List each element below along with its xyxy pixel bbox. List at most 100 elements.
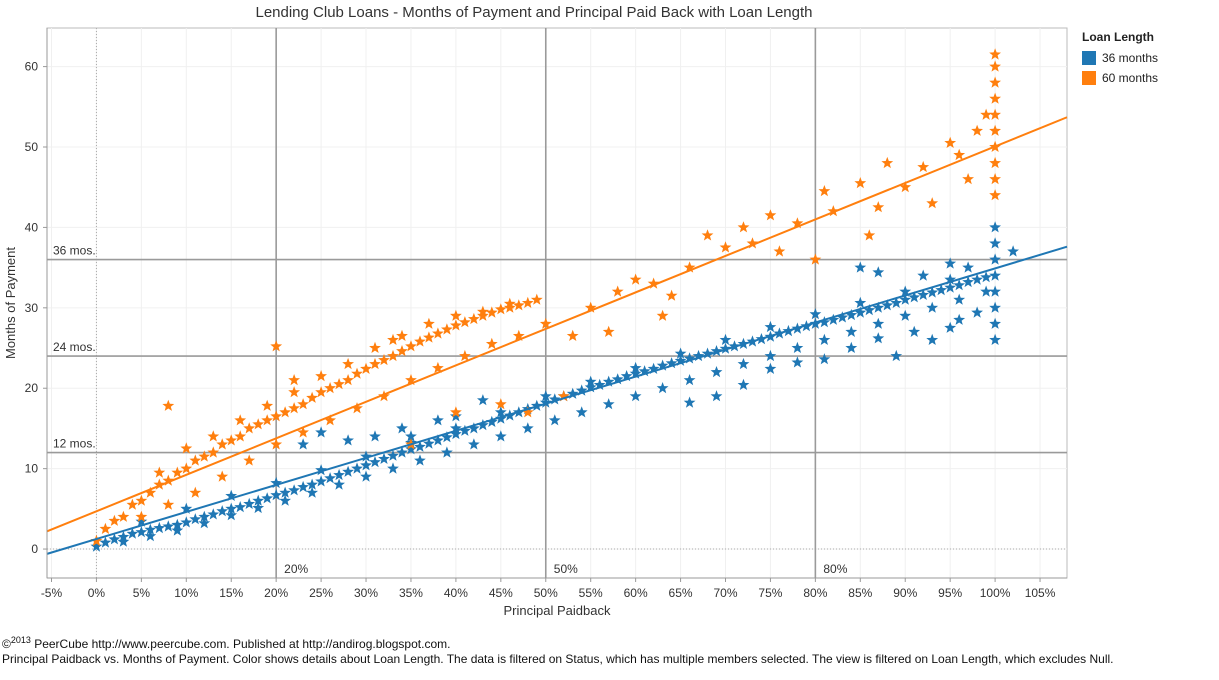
data-point[interactable] [845,308,858,321]
data-point[interactable] [342,434,354,446]
data-point[interactable] [369,456,381,468]
data-point[interactable] [225,509,238,521]
data-point[interactable] [144,486,157,498]
data-point[interactable] [764,349,777,362]
data-point[interactable] [324,414,336,426]
data-point[interactable] [872,301,885,313]
data-point[interactable] [926,286,939,298]
data-point[interactable] [180,462,193,474]
data-point[interactable] [90,534,103,546]
data-point[interactable] [566,387,579,399]
data-point[interactable] [854,177,867,189]
data-point[interactable] [378,390,390,402]
legend-item-36-months[interactable]: 36 months [1082,48,1158,68]
data-point[interactable] [710,366,723,378]
data-point[interactable] [764,362,777,374]
data-point[interactable] [494,406,507,418]
data-point[interactable] [432,327,444,339]
data-point[interactable] [405,374,417,386]
data-point[interactable] [773,245,786,257]
data-point[interactable] [189,454,202,466]
data-point[interactable] [315,426,327,438]
data-point[interactable] [917,288,930,300]
data-point[interactable] [692,349,705,362]
data-point[interactable] [351,402,363,414]
data-point[interactable] [863,229,876,241]
data-point[interactable] [207,508,220,520]
data-point[interactable] [180,516,193,528]
data-point[interactable] [953,279,966,291]
data-point[interactable] [360,459,372,471]
data-point[interactable] [953,313,966,325]
data-point[interactable] [683,261,696,273]
data-point[interactable] [144,530,157,542]
data-point[interactable] [989,48,1001,60]
data-point[interactable] [351,367,363,379]
data-point[interactable] [126,527,139,539]
data-point[interactable] [315,386,327,398]
data-point[interactable] [980,285,992,297]
data-point[interactable] [369,357,381,370]
data-point[interactable] [1007,245,1019,257]
scatter-plot[interactable]: 20% 50% 80% 12 mos. 24 mos. 36 mos. -5% 0% 5% 10… [0,0,1219,630]
data-point[interactable] [252,494,265,506]
data-point[interactable] [135,526,148,538]
data-point[interactable] [584,301,597,313]
data-point[interactable] [306,486,318,498]
data-point[interactable] [297,398,309,410]
data-point[interactable] [899,181,912,193]
data-point[interactable] [162,520,175,532]
data-point[interactable] [863,304,876,316]
data-point[interactable] [908,325,921,337]
data-point[interactable] [405,430,417,442]
data-point[interactable] [441,323,453,335]
data-point[interactable] [701,347,714,359]
data-point[interactable] [225,502,238,514]
data-point[interactable] [503,301,516,313]
data-point[interactable] [818,316,831,328]
data-point[interactable] [288,402,300,414]
data-point[interactable] [324,472,336,484]
data-point[interactable] [971,306,983,318]
data-point[interactable] [710,390,723,402]
data-point[interactable] [387,333,399,345]
data-point[interactable] [710,345,723,357]
data-point[interactable] [450,427,462,440]
data-point[interactable] [971,273,983,285]
data-point[interactable] [989,269,1001,281]
data-point[interactable] [225,489,238,501]
data-point[interactable] [117,535,130,547]
data-point[interactable] [450,406,462,418]
data-point[interactable] [791,341,804,353]
data-point[interactable] [297,426,309,438]
data-point[interactable] [845,341,858,353]
data-point[interactable] [99,522,112,534]
data-point[interactable] [629,273,642,285]
data-point[interactable] [944,136,957,148]
data-point[interactable] [342,465,354,477]
data-point[interactable] [602,398,615,410]
data-point[interactable] [279,486,291,498]
data-point[interactable] [279,406,291,418]
data-point[interactable] [342,357,354,370]
data-point[interactable] [414,335,426,347]
data-point[interactable] [917,269,930,281]
data-point[interactable] [827,313,840,325]
data-point[interactable] [315,475,327,487]
data-point[interactable] [252,418,265,430]
data-point[interactable] [333,468,345,481]
data-point[interactable] [629,367,642,379]
data-point[interactable] [521,422,534,434]
data-point[interactable] [423,331,435,343]
data-point[interactable] [297,480,309,493]
data-point[interactable] [737,221,750,233]
data-point[interactable] [270,340,283,352]
data-point[interactable] [719,333,732,345]
data-point[interactable] [288,374,300,386]
data-point[interactable] [854,296,867,308]
data-point[interactable] [126,498,139,510]
data-point[interactable] [270,476,283,489]
data-point[interactable] [521,406,534,418]
data-point[interactable] [315,464,327,476]
data-point[interactable] [360,362,372,374]
